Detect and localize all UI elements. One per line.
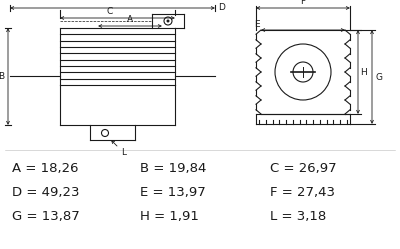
Text: D = 49,23: D = 49,23 bbox=[12, 186, 80, 199]
Text: H: H bbox=[360, 67, 367, 76]
Circle shape bbox=[167, 20, 169, 22]
Text: E: E bbox=[254, 20, 260, 29]
Text: F = 27,43: F = 27,43 bbox=[270, 186, 335, 199]
Text: F: F bbox=[300, 0, 306, 6]
Text: C: C bbox=[106, 7, 113, 16]
Text: G: G bbox=[375, 72, 382, 81]
Text: L = 3,18: L = 3,18 bbox=[270, 210, 326, 223]
Text: C = 26,97: C = 26,97 bbox=[270, 162, 337, 175]
Text: B = 19,84: B = 19,84 bbox=[140, 162, 206, 175]
Text: E = 13,97: E = 13,97 bbox=[140, 186, 206, 199]
Text: D: D bbox=[218, 2, 225, 11]
Text: L: L bbox=[121, 148, 126, 157]
Text: A = 18,26: A = 18,26 bbox=[12, 162, 78, 175]
Text: H = 1,91: H = 1,91 bbox=[140, 210, 199, 223]
Text: A: A bbox=[127, 15, 133, 24]
Text: G = 13,87: G = 13,87 bbox=[12, 210, 80, 223]
Text: B: B bbox=[0, 72, 4, 81]
